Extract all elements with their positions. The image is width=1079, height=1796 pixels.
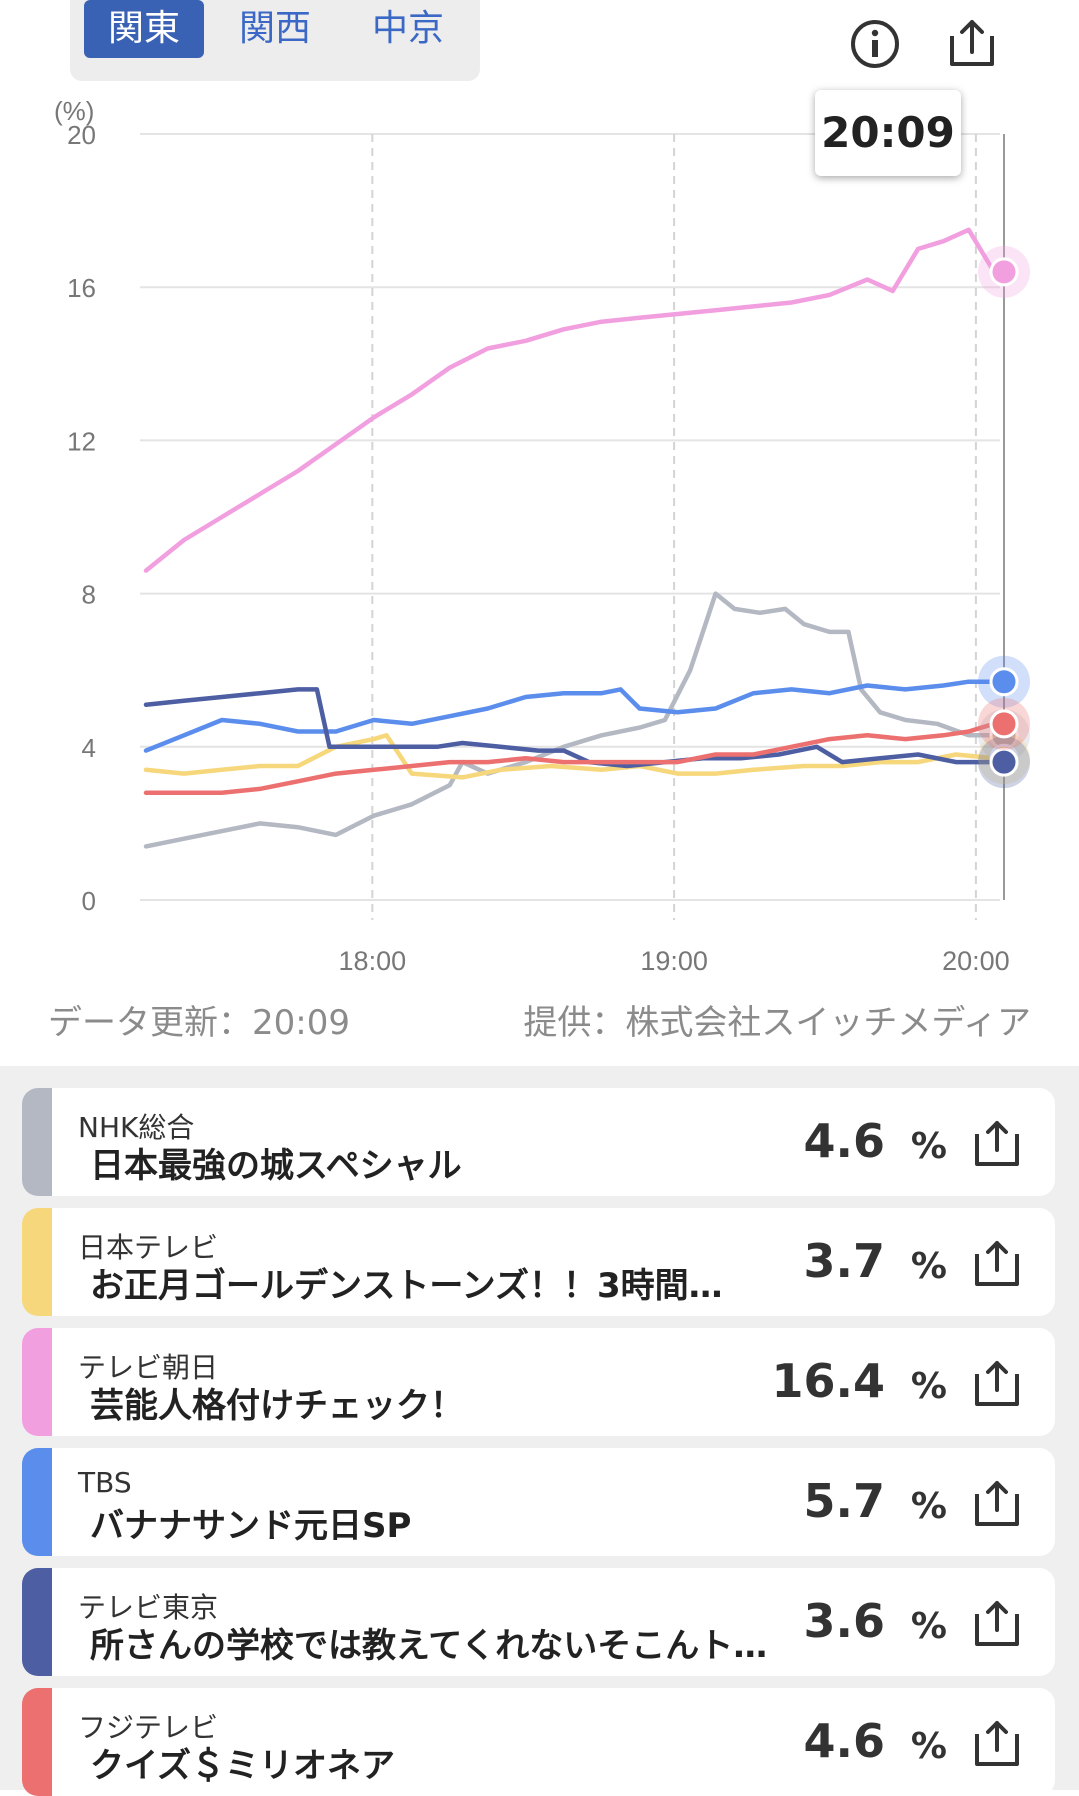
channel-color-bar <box>22 1088 52 1196</box>
share-icon[interactable] <box>971 1598 1023 1648</box>
series-line <box>143 591 997 849</box>
channel-name: 日本テレビ <box>78 1231 219 1264</box>
program-card[interactable]: テレビ東京 所さんの学校では教えてくれないそこんト… 3.6% <box>22 1568 1055 1676</box>
rating-value: 3.7 <box>803 1234 886 1288</box>
program-card[interactable]: 日本テレビ お正月ゴールデンストーンズ！！3時間… 3.7% <box>22 1208 1055 1316</box>
channel-color-bar <box>22 1448 52 1556</box>
channel-name: テレビ東京 <box>78 1591 219 1624</box>
series-line <box>143 679 997 753</box>
tab-chukyo[interactable]: 中京 <box>371 8 444 49</box>
series-line <box>143 721 997 796</box>
share-icon[interactable] <box>940 12 1004 76</box>
line-chart: 20 16 12 8 4 0 (%) 18:00 19:00 20:00 <box>54 96 1030 976</box>
program-title: クイズ＄ミリオネア <box>90 1746 395 1786</box>
rating-chart: 20 16 12 8 4 0 (%) 18:00 19:00 20:00 <box>0 90 1079 1010</box>
channel-color-bar <box>22 1328 52 1436</box>
rating-unit: % <box>910 1606 947 1647</box>
y-tick-label: 16 <box>67 273 96 303</box>
rating-value: 4.6 <box>803 1114 886 1168</box>
rating-value: 4.6 <box>803 1714 886 1768</box>
program-list: NHK総合 日本最強の城スペシャル 4.6% 日本テレビ お正月ゴールデンストーンズ！！… <box>0 1066 1079 1796</box>
x-tick-label: 18:00 <box>339 946 407 976</box>
series-line <box>143 227 997 573</box>
rating-value: 5.7 <box>803 1474 886 1528</box>
y-tick-label: 20 <box>67 120 96 150</box>
channel-name: フジテレビ <box>78 1711 219 1744</box>
share-icon[interactable] <box>971 1238 1023 1288</box>
y-tick-label: 0 <box>82 886 96 916</box>
share-icon[interactable] <box>971 1718 1023 1768</box>
share-icon[interactable] <box>971 1478 1023 1528</box>
channel-name: NHK総合 <box>78 1111 195 1144</box>
tab-kanto[interactable]: 関東 <box>84 0 204 58</box>
share-icon[interactable] <box>971 1118 1023 1168</box>
y-tick-label: 12 <box>67 426 96 456</box>
rating-unit: % <box>910 1726 947 1767</box>
series-end-marker <box>989 747 1019 777</box>
program-card[interactable]: テレビ朝日 芸能人格付けチェック！ 16.4% <box>22 1328 1055 1436</box>
series-line <box>143 687 997 769</box>
series-end-marker <box>989 667 1019 697</box>
rating-unit: % <box>910 1486 947 1527</box>
rating-value: 16.4 <box>771 1354 886 1408</box>
rating-unit: % <box>910 1366 947 1407</box>
program-title: 芸能人格付けチェック！ <box>90 1386 464 1426</box>
channel-color-bar <box>22 1208 52 1316</box>
x-tick-label: 19:00 <box>640 946 708 976</box>
x-tick-label: 20:00 <box>942 946 1010 976</box>
rating-unit: % <box>910 1246 947 1287</box>
y-tick-label: 8 <box>82 580 96 610</box>
y-axis-unit: (%) <box>54 96 94 126</box>
program-title: 日本最強の城スペシャル <box>90 1146 462 1186</box>
rating-value: 3.6 <box>803 1594 886 1648</box>
channel-color-bar <box>22 1568 52 1676</box>
share-icon[interactable] <box>971 1358 1023 1408</box>
y-tick-label: 4 <box>82 733 96 763</box>
program-title: 所さんの学校では教えてくれないそこんト… <box>90 1626 768 1666</box>
rating-unit: % <box>910 1126 947 1167</box>
series-end-marker <box>989 709 1019 739</box>
program-card[interactable]: フジテレビ クイズ＄ミリオネア 4.6% <box>22 1688 1055 1796</box>
program-card[interactable]: TBS バナナサンド元日SP 5.7% <box>22 1448 1055 1556</box>
channel-name: テレビ朝日 <box>78 1351 219 1384</box>
program-title: お正月ゴールデンストーンズ！！3時間… <box>90 1266 723 1306</box>
info-icon[interactable] <box>843 12 907 76</box>
update-time: データ更新：20:09 <box>48 1003 350 1043</box>
series-line <box>143 733 997 780</box>
provider-credit: 提供：株式会社スイッチメディア <box>523 1003 1031 1043</box>
region-tabs: 関東 関西 中京 <box>70 0 480 81</box>
tab-kansai[interactable]: 関西 <box>238 8 311 49</box>
program-card[interactable]: NHK総合 日本最強の城スペシャル 4.6% <box>22 1088 1055 1196</box>
program-title: バナナサンド元日SP <box>90 1506 412 1546</box>
channel-color-bar <box>22 1688 52 1796</box>
series-end-marker <box>989 257 1019 287</box>
time-tooltip: 20:09 <box>815 90 961 176</box>
channel-name: TBS <box>78 1466 132 1499</box>
